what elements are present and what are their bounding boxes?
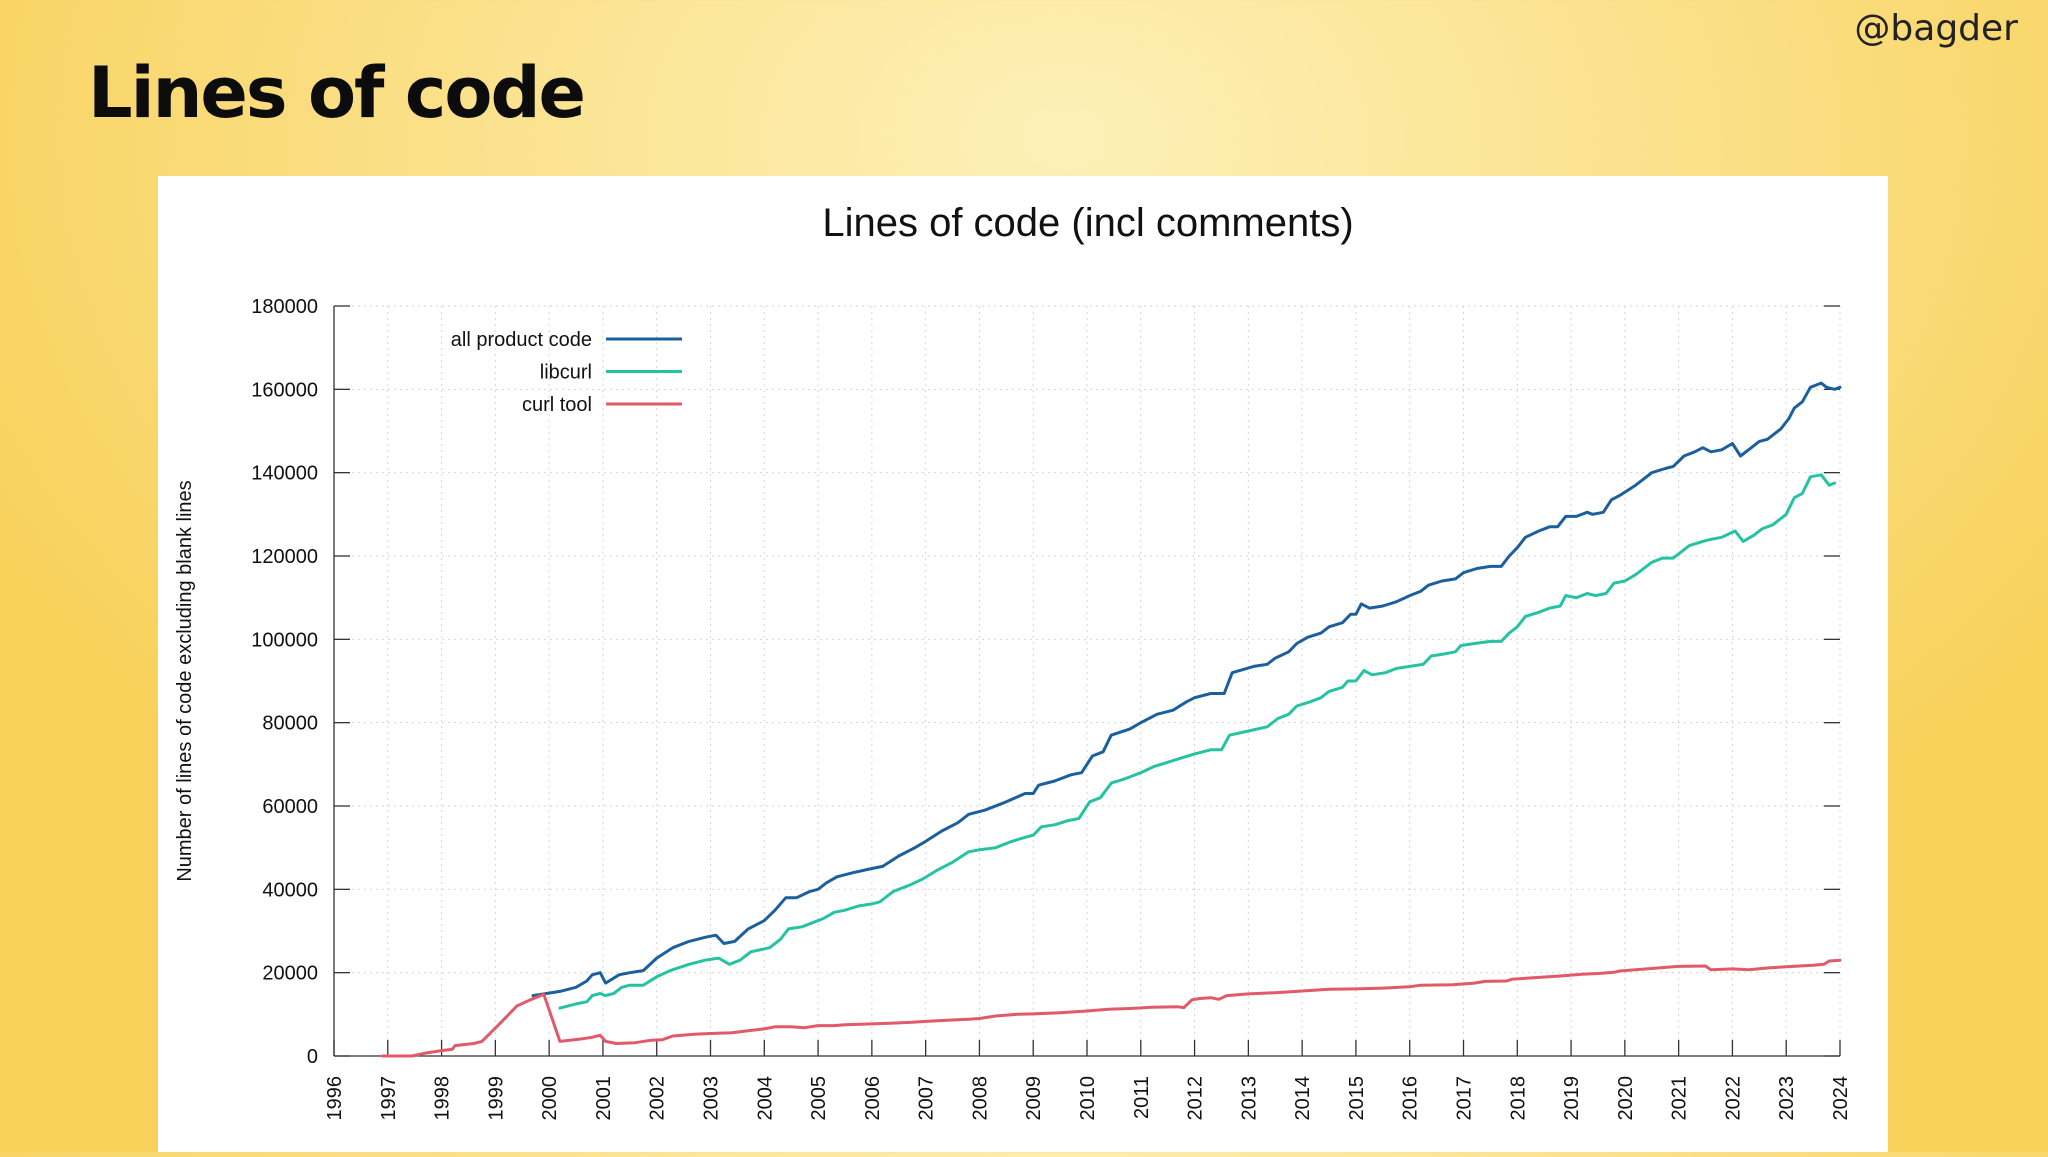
y-tick-label: 20000 [262,963,318,985]
x-tick-label: 2010 [1077,1076,1099,1121]
legend-label-libcurl: libcurl [540,362,592,384]
x-tick-label: 2003 [701,1076,723,1121]
y-tick-label: 0 [307,1046,318,1068]
series-lines [380,381,1842,1058]
chart-title: Lines of code (incl comments) [822,201,1353,245]
x-tick-label: 1998 [432,1076,454,1121]
y-tick-label: 120000 [251,546,318,568]
x-tick-label: 2011 [1131,1076,1153,1119]
x-tick-label: 2023 [1776,1076,1798,1121]
x-tick-label: 2012 [1185,1076,1207,1121]
x-tick-label: 2021 [1669,1076,1691,1121]
y-tick-label: 160000 [251,379,318,401]
series-line-curl-tool [380,958,1842,1058]
x-tick-label: 2000 [539,1076,561,1121]
x-tick-label: 2020 [1615,1076,1637,1121]
legend-label-curl-tool: curl tool [522,394,592,416]
x-tick-label: 2014 [1292,1076,1314,1121]
x-tick-label: 2019 [1561,1076,1583,1121]
x-tick-label: 2004 [754,1076,776,1121]
x-tick-label: 2001 [593,1076,615,1121]
y-tick-label: 80000 [262,713,318,735]
x-tick-label: 2016 [1400,1076,1422,1121]
x-tick-label: 2017 [1454,1076,1476,1121]
legend-label-all-product-code: all product code [451,329,592,351]
x-tick-label: 2013 [1238,1076,1260,1121]
x-tick-label: 1997 [378,1076,400,1121]
legend: all product code libcurl curl tool [451,329,682,416]
x-tick-label: 2015 [1346,1076,1368,1121]
chart-panel: Lines of code (incl comments) Number of … [158,176,1888,1152]
x-tick-label: 1996 [324,1076,346,1121]
x-tick-label: 2005 [808,1076,830,1121]
series-line-libcurl [558,473,1837,1010]
y-tick-label: 40000 [262,879,318,901]
x-tick-label: 2022 [1722,1076,1744,1121]
y-axis-title: Number of lines of code excluding blank … [174,480,196,881]
x-tick-label: 2008 [969,1076,991,1121]
x-tick-label: 2007 [916,1076,938,1121]
y-tick-label: 100000 [251,629,318,651]
y-tick-label: 180000 [251,296,318,318]
y-tick-label: 140000 [251,463,318,485]
y-tick-label: 60000 [262,796,318,818]
line-chart: Lines of code (incl comments) Number of … [174,201,1852,1121]
x-tick-label: 2002 [647,1076,669,1121]
author-handle: @bagder [1854,8,2018,49]
x-tick-label: 2024 [1830,1076,1852,1121]
series-line-all-product-code [531,381,1842,998]
x-tick-label: 2009 [1023,1076,1045,1121]
axes: 0 20000 40000 60000 80000 100000 120000 140000 1… [251,296,1852,1121]
x-tick-label: 2006 [862,1076,884,1121]
x-tick-label: 2018 [1507,1076,1529,1121]
grid [333,305,1841,1057]
slide-title: Lines of code [88,52,586,134]
x-tick-label: 1999 [485,1076,507,1121]
